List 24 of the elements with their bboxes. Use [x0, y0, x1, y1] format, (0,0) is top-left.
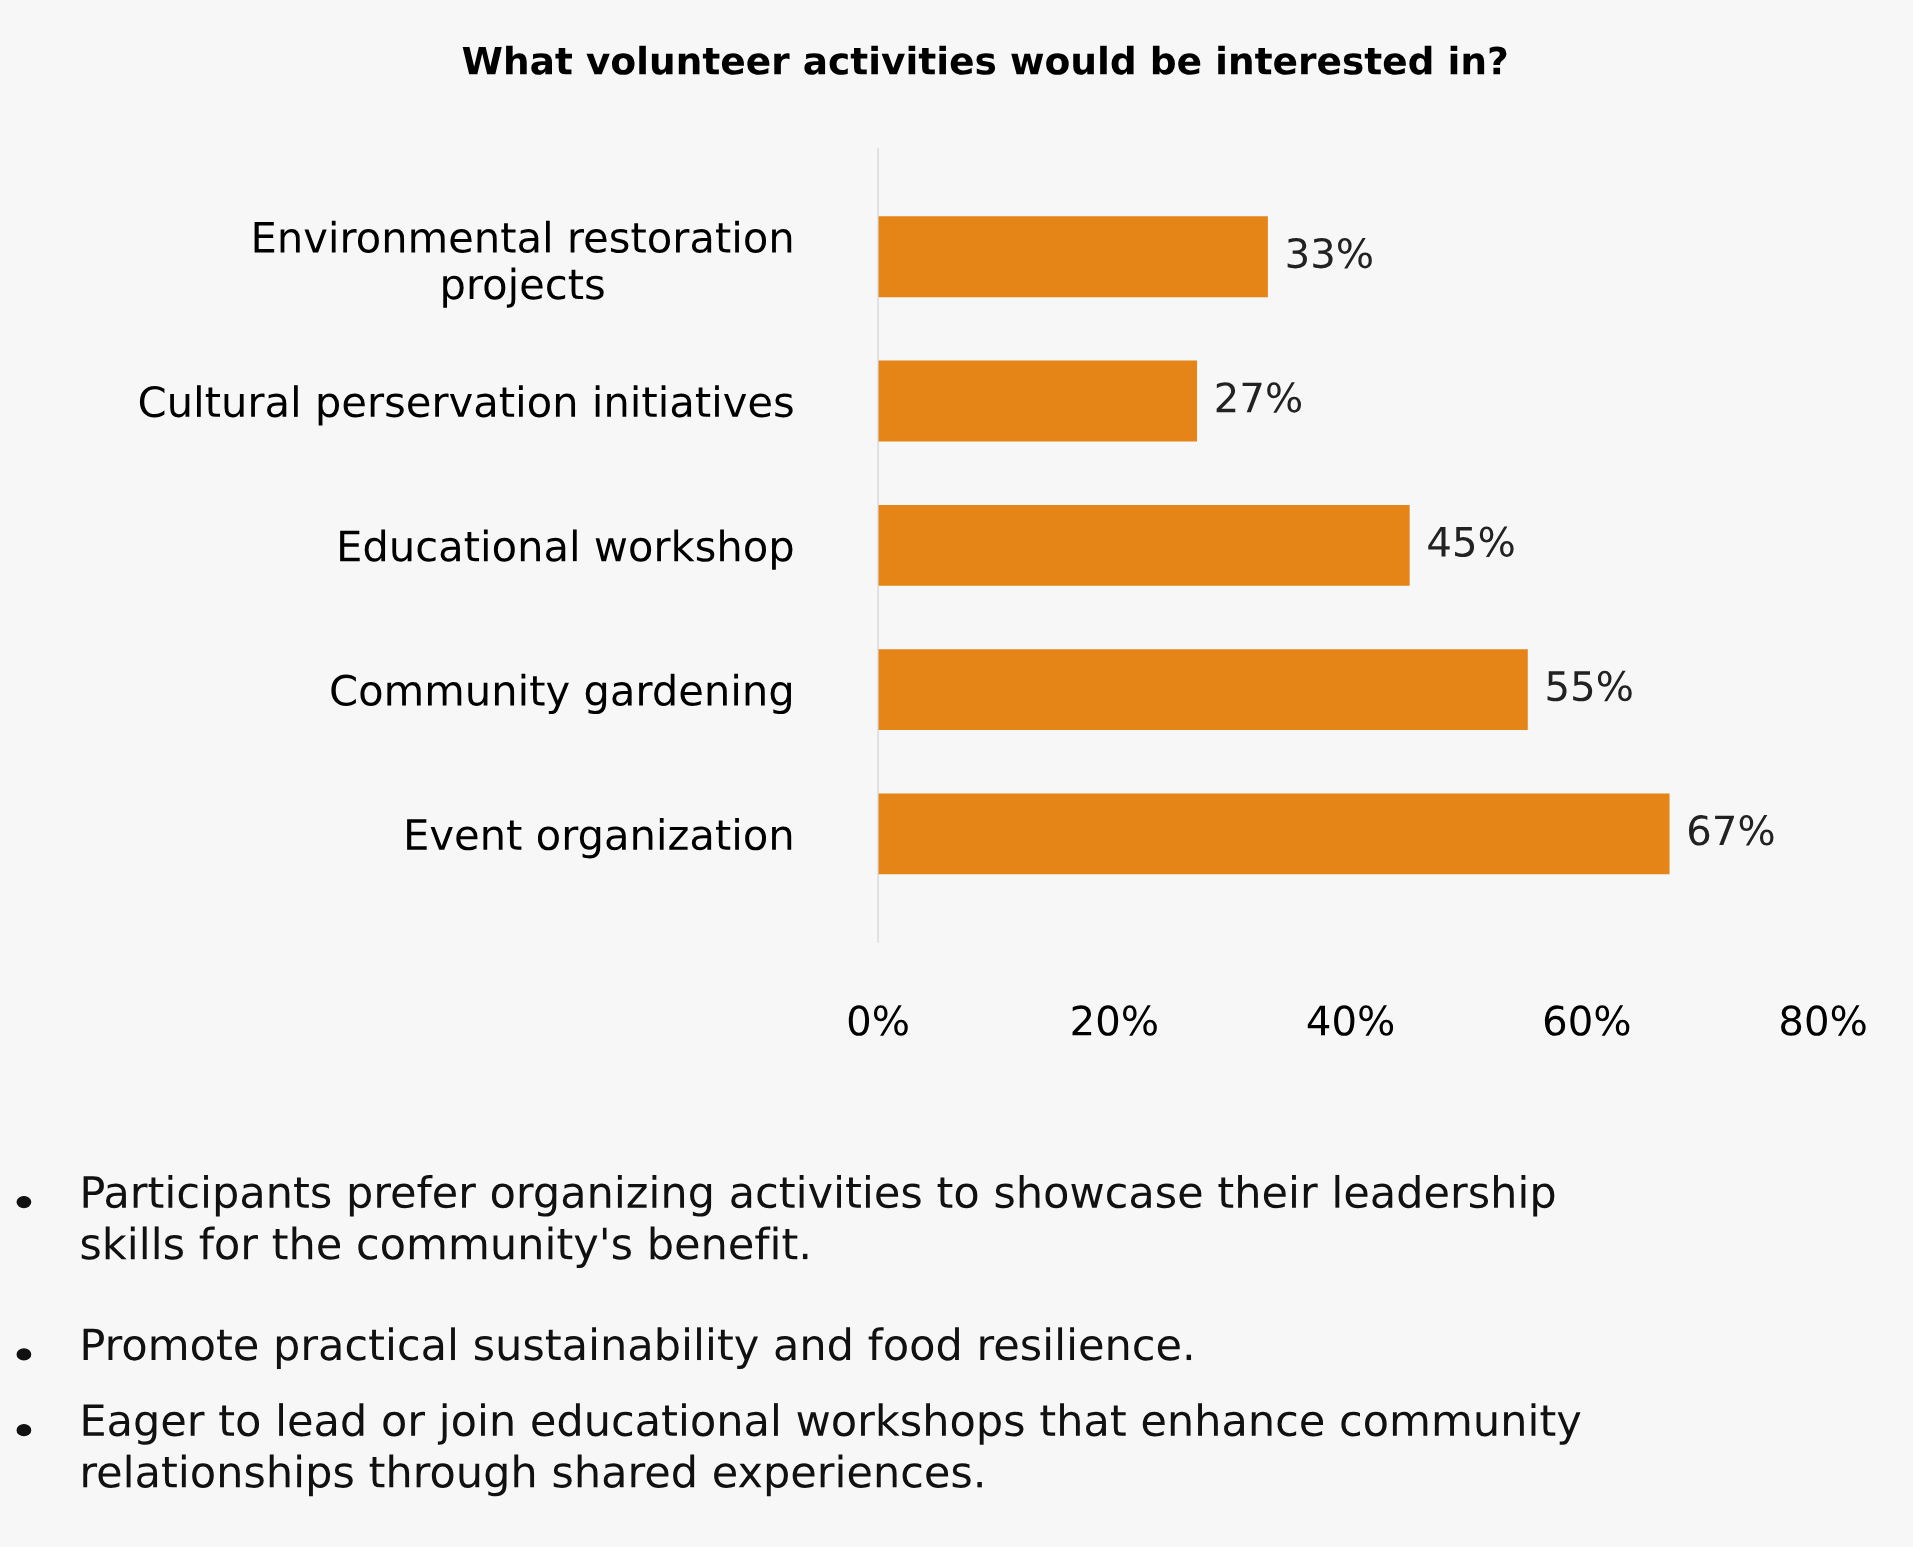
- y-tick-label: Environmental restoration projects: [254, 220, 792, 308]
- bar: [878, 793, 1670, 875]
- data-label: 33%: [1287, 237, 1372, 269]
- x-tick-label: 40%: [1307, 1005, 1394, 1036]
- data-label: 67%: [1689, 815, 1774, 846]
- x-tick-label: 80%: [1781, 1005, 1866, 1036]
- chart-title: What volunteer activities would be interested in?: [462, 45, 1507, 75]
- x-tick-label: 0%: [848, 1005, 908, 1036]
- bar: [878, 504, 1410, 586]
- data-label: 27%: [1216, 382, 1301, 413]
- x-tick-label: 20%: [1072, 1005, 1157, 1036]
- x-tick-label: 60%: [1544, 1005, 1630, 1036]
- data-label: 55%: [1547, 670, 1632, 702]
- bar: [878, 649, 1528, 731]
- y-tick-label: Event organization: [407, 818, 792, 859]
- y-tick-label: Community gardening: [331, 673, 791, 715]
- bar: [878, 360, 1198, 442]
- y-tick-label: Educational workshop: [340, 529, 793, 570]
- text: Promote practical sustainability and food resilience.: [83, 1327, 1192, 1369]
- y-tick-label: Cultural perservation initiatives: [139, 385, 793, 426]
- text: Eager to lead or join educational workshops that enhance community relationships through shared experiences.: [83, 1403, 1581, 1497]
- text: Participants prefer organizing activities to showcase their leadership skills for the community's benefit.: [81, 1174, 1555, 1269]
- bar: [878, 216, 1268, 298]
- data-label: 45%: [1428, 526, 1514, 557]
